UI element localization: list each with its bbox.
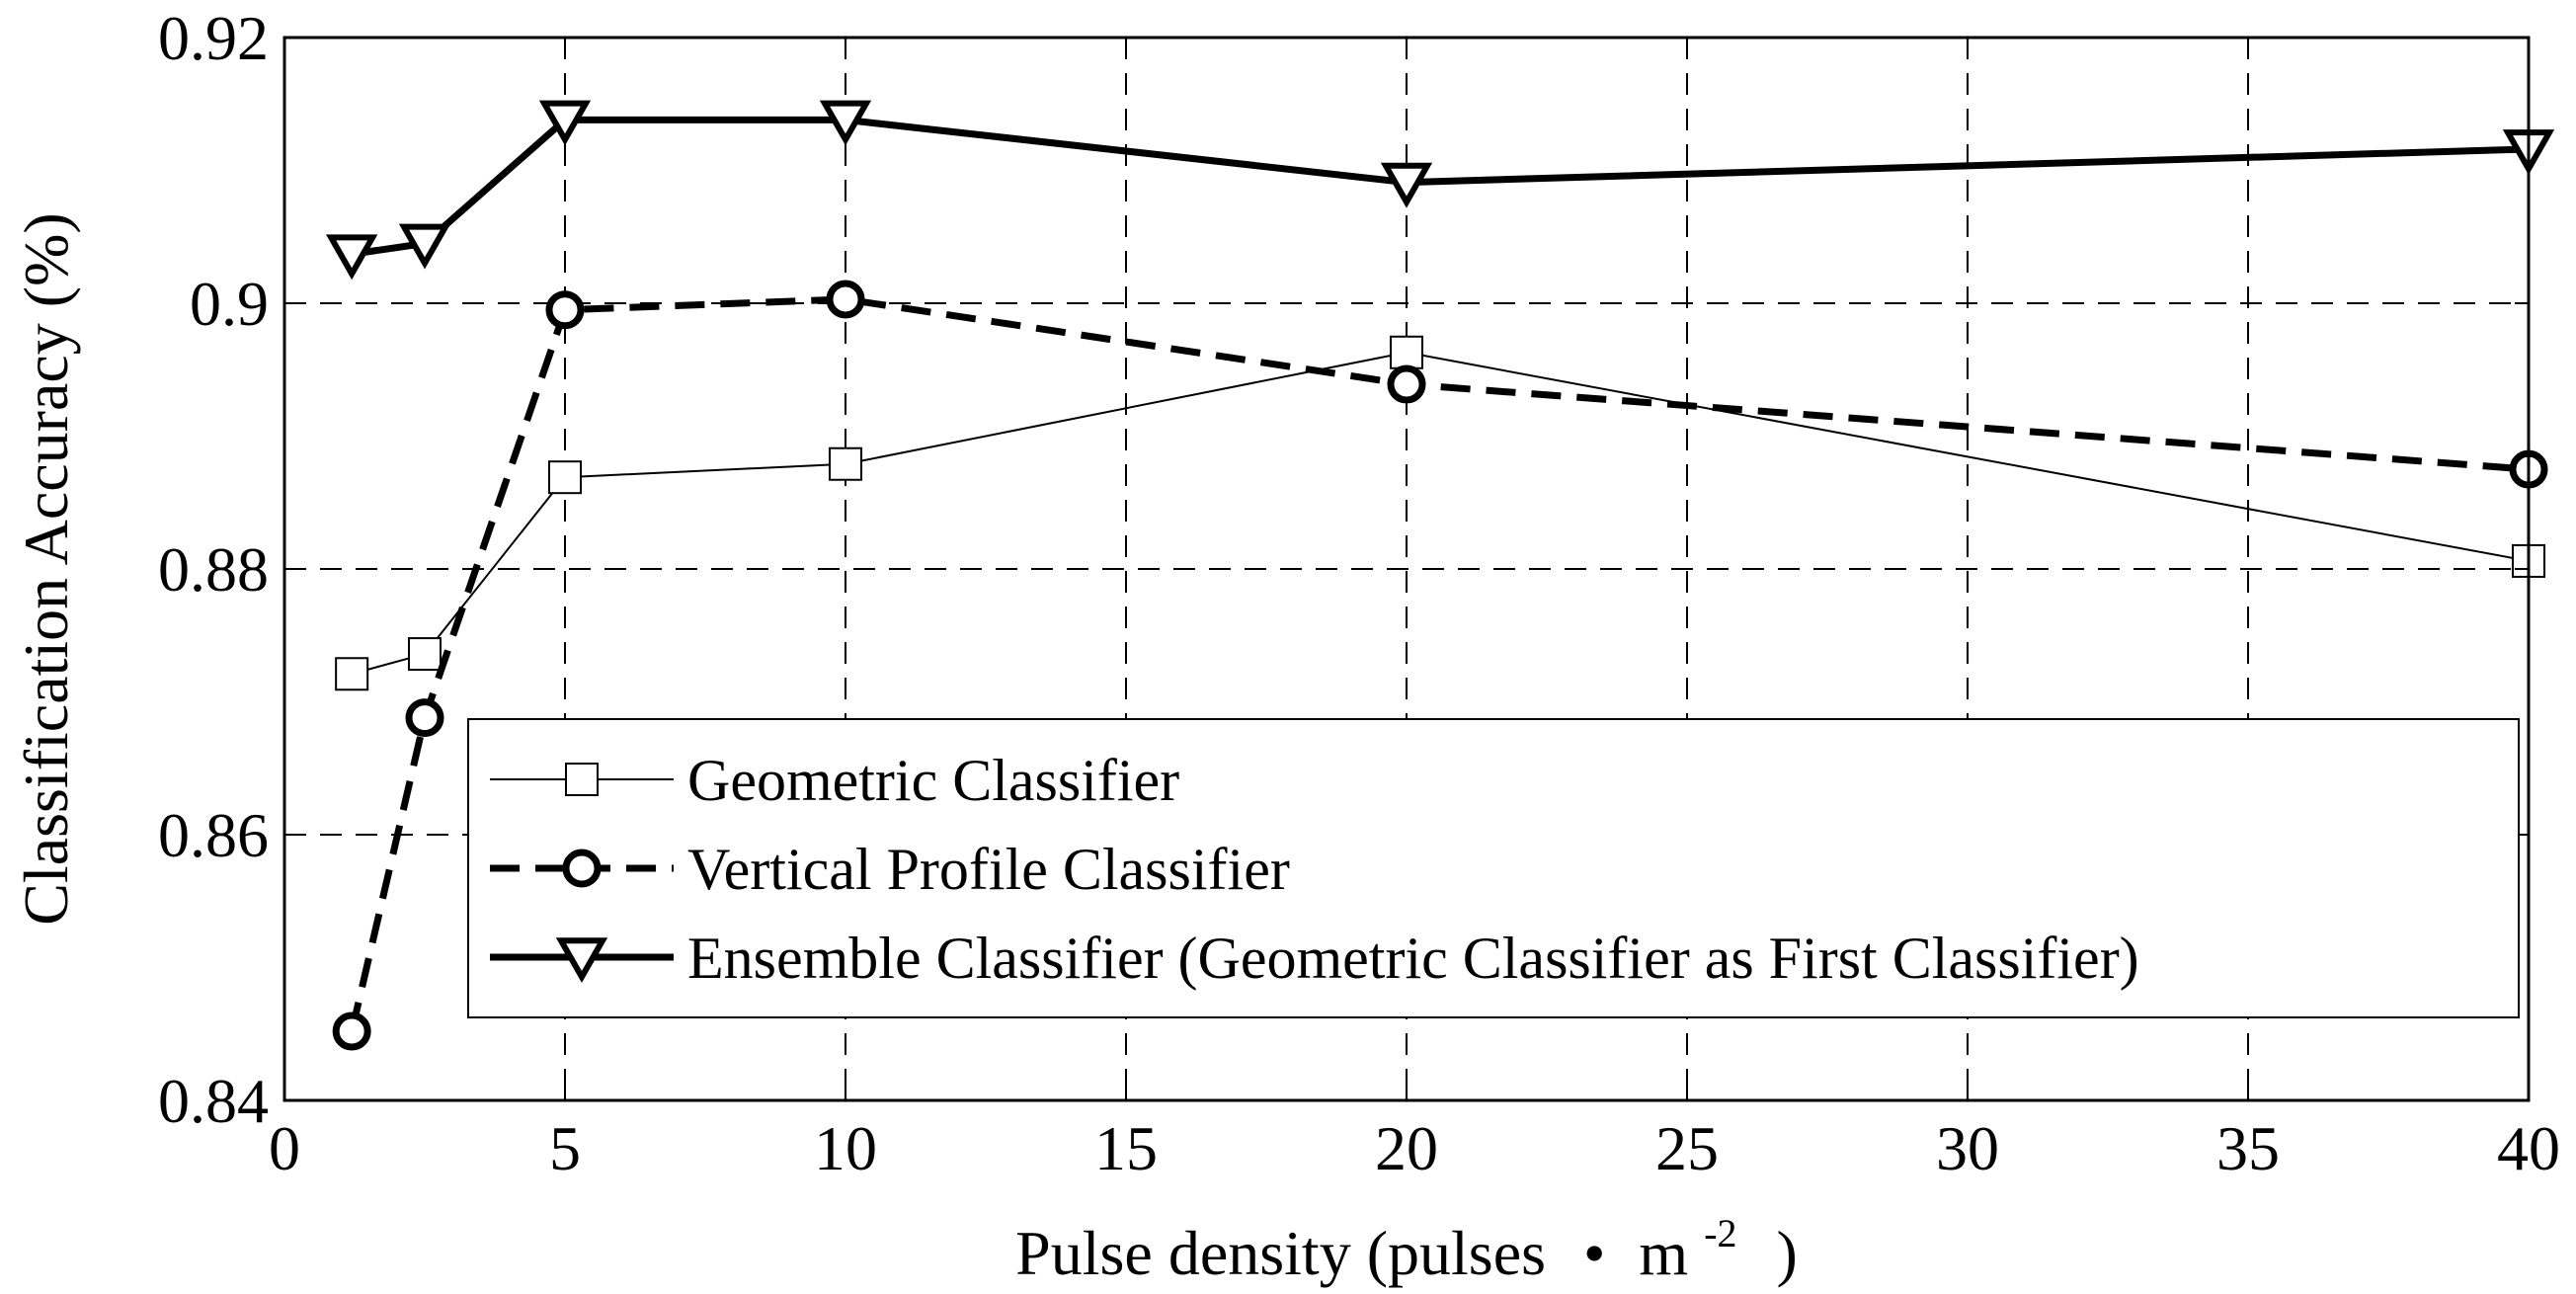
x-axis-title-close: ): [1777, 1218, 1798, 1288]
y-tick-label: 0.9: [190, 269, 269, 339]
y-axis-title: Classification Accuracy (%): [11, 212, 81, 926]
data-point: [325, 234, 378, 281]
x-tick-label: 25: [1655, 1113, 1719, 1183]
legend-label: Ensemble Classifier (Geometric Classifie…: [687, 926, 2139, 991]
data-point: [335, 657, 369, 691]
data-point: [398, 223, 451, 270]
series-square: [335, 335, 2545, 691]
y-tick-label: 0.92: [158, 3, 269, 73]
x-axis-title-exponent: -2: [1704, 1211, 1736, 1255]
data-point: [332, 1011, 371, 1051]
data-point: [548, 460, 582, 495]
x-tick-label: 10: [814, 1113, 877, 1183]
x-axis-title: Pulse density (pulses • m -2 ): [1015, 1190, 1798, 1288]
data-point: [408, 637, 442, 672]
data-point: [1390, 335, 1423, 369]
y-tick-label: 0.84: [158, 1066, 269, 1136]
x-axis-title-dot: •: [1583, 1218, 1605, 1288]
x-axis-title-text: Pulse density (pulses: [1015, 1218, 1546, 1288]
y-tick-label: 0.86: [158, 800, 269, 870]
x-tick-label: 35: [2216, 1113, 2280, 1183]
series-line: [351, 116, 2530, 258]
data-point: [545, 290, 585, 330]
legend-box: [467, 718, 2520, 1018]
data-point: [538, 100, 592, 146]
x-tick-label: 30: [1936, 1113, 1999, 1183]
legend-label: Geometric Classifier: [687, 748, 1179, 813]
x-tick-label: 0: [269, 1113, 300, 1183]
x-tick-label: 20: [1375, 1113, 1438, 1183]
legend-label: Vertical Profile Classifier: [687, 837, 1290, 902]
x-tick-label: 15: [1094, 1113, 1158, 1183]
series-line: [348, 295, 2530, 1032]
axis-ticks: 0 5 10 15 20 25 30 35 40 0.84 0.86 0.88 0.9 0.92: [158, 3, 2560, 1183]
x-tick-label: 40: [2497, 1113, 2560, 1183]
series-circle: [332, 280, 2548, 1051]
data-point: [1380, 162, 1433, 208]
series-triangle-down: [325, 100, 2555, 281]
legend-marker: [562, 849, 602, 888]
series-line: [351, 351, 2530, 676]
data-point: [1387, 364, 1426, 404]
x-axis-title-unit: m: [1639, 1218, 1688, 1288]
legend-marker: [555, 937, 608, 983]
y-tick-label: 0.88: [158, 534, 269, 605]
data-point: [819, 100, 872, 146]
data-point: [829, 446, 862, 481]
legend: Geometric Classifier Vertical Profile Cla…: [467, 718, 2520, 1018]
data-point: [826, 280, 865, 319]
data-point: [405, 698, 444, 738]
x-tick-label: 5: [549, 1113, 581, 1183]
legend-marker: [565, 763, 599, 796]
series-layer: [325, 100, 2555, 1051]
